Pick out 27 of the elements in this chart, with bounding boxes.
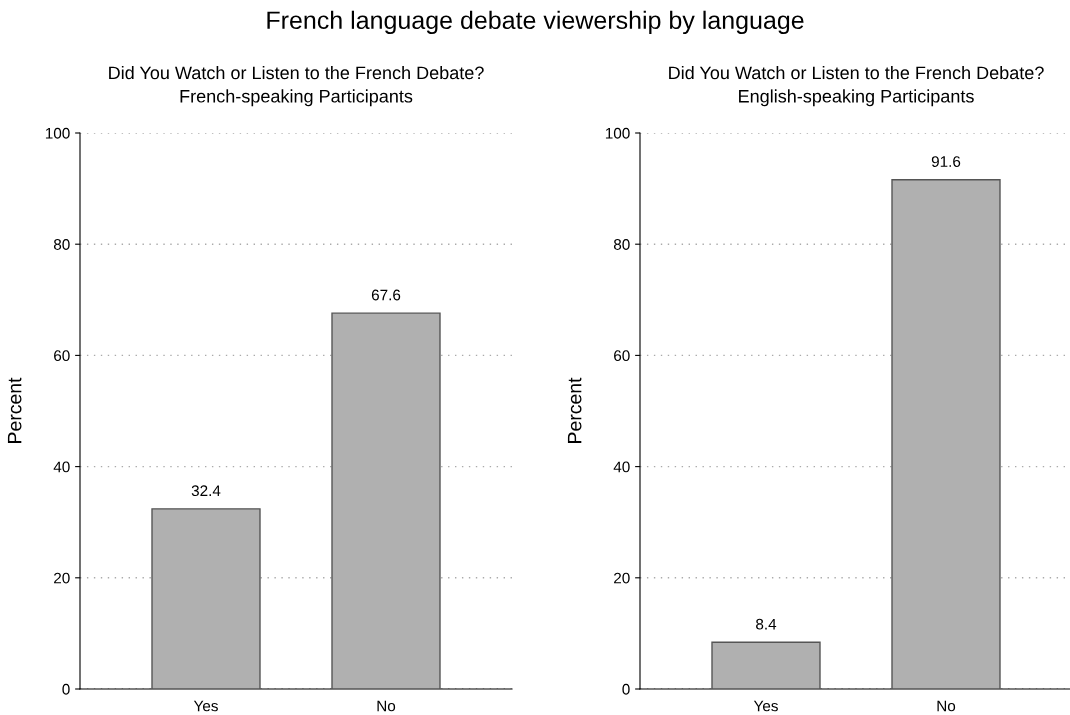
y-tick-label: 20	[614, 572, 630, 584]
y-axis-title: Percent	[7, 377, 22, 443]
y-tick-label: 40	[613, 461, 630, 473]
y-tick-label: 100	[45, 127, 70, 139]
x-tick-label: No	[377, 700, 396, 712]
y-tick-label: 60	[614, 350, 630, 362]
chart-title: Did You Watch or Listen to the French Debate?	[109, 65, 484, 80]
y-tick-label: 0	[622, 683, 630, 695]
y-tick-label: 60	[54, 350, 70, 362]
y-tick-label: 80	[53, 239, 70, 250]
x-tick-label: Yes	[753, 700, 778, 712]
chart-subtitle: French-speaking Participants	[180, 89, 413, 107]
x-tick-label: Yes	[193, 700, 218, 712]
y-tick-label: 0	[62, 683, 70, 695]
data-label: 32.4	[191, 485, 221, 497]
chart-subtitle: English-speaking Participants	[739, 89, 974, 107]
text: French language debate viewership by language	[267, 10, 804, 35]
data-label: 8.4	[756, 618, 777, 630]
data-label: 91.6	[931, 156, 961, 167]
y-tick-label: 100	[605, 127, 630, 139]
data-label: 67.6	[371, 289, 401, 301]
y-axis-title: Percent	[567, 377, 582, 443]
y-tick-label: 40	[53, 461, 70, 473]
x-tick-label: No	[937, 700, 956, 712]
y-tick-label: 20	[54, 572, 70, 584]
chart-title: Did You Watch or Listen to the French Debate?	[669, 65, 1044, 80]
y-tick-label: 80	[613, 239, 630, 250]
